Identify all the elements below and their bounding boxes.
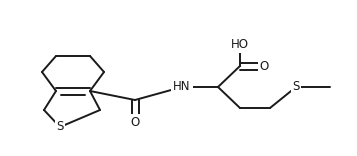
Text: HO: HO xyxy=(231,37,249,51)
Text: O: O xyxy=(130,115,140,129)
Text: HN: HN xyxy=(173,80,191,93)
Text: S: S xyxy=(292,80,300,93)
Text: O: O xyxy=(260,59,268,73)
Text: S: S xyxy=(56,120,64,134)
